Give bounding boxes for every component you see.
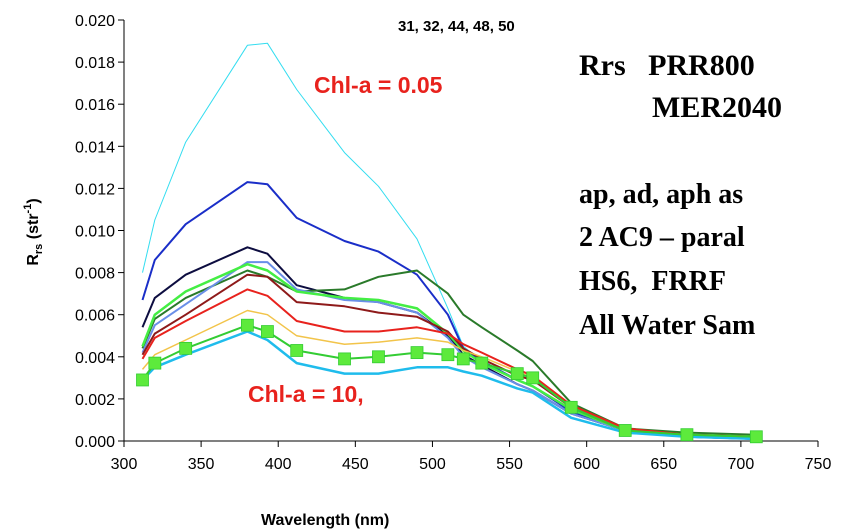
data-point-marker xyxy=(179,341,193,355)
side-text-line-6: All Water Sam xyxy=(579,310,755,341)
y-tick-label: 0.010 xyxy=(75,224,115,241)
y-tick-label: 0.006 xyxy=(75,308,115,325)
side-text-line-4: 2 AC9 – paral xyxy=(579,222,745,253)
data-point-marker xyxy=(456,352,470,366)
data-point-marker xyxy=(240,318,254,332)
data-point-marker xyxy=(372,350,385,364)
y-tick-label: 0.016 xyxy=(75,97,115,114)
data-point-marker xyxy=(261,325,274,338)
y-ticks: 0.000 0.002 0.004 0.006 0.008 0.010 0.012 0.014… xyxy=(75,13,124,451)
chl-a-low-label: Chl-a = 0.05 xyxy=(314,72,443,98)
side-text-line-5: HS6, FRRF xyxy=(579,266,726,297)
y-tick-label: 0.014 xyxy=(75,139,115,156)
data-point-marker xyxy=(475,356,489,370)
x-axis-title: Wavelength (nm) xyxy=(261,512,389,529)
data-point-marker xyxy=(441,348,455,362)
y-tick-label: 0.018 xyxy=(75,55,115,72)
series-line-10 xyxy=(141,330,757,441)
series-line-8 xyxy=(141,288,757,438)
y-tick-label: 0.020 xyxy=(75,13,115,30)
x-tick-label: 400 xyxy=(265,456,292,473)
x-tick-label: 750 xyxy=(805,456,832,473)
data-point-marker xyxy=(148,356,162,370)
data-point-marker xyxy=(290,344,304,357)
y-axis-title-sub: rs xyxy=(33,244,45,254)
y-tick-label: 0.004 xyxy=(75,350,115,367)
series-line-4 xyxy=(141,269,757,436)
data-point-marker xyxy=(618,424,632,437)
data-point-marker xyxy=(526,371,540,385)
y-tick-label: 0.008 xyxy=(75,266,115,283)
data-point-marker xyxy=(680,428,694,442)
data-point-marker xyxy=(136,373,149,387)
data-point-marker xyxy=(749,430,763,444)
series-line-11 xyxy=(141,324,757,438)
x-tick-label: 650 xyxy=(650,456,677,473)
x-tick-label: 300 xyxy=(111,456,138,473)
x-ticks: 300 350 400 450 500 550 600 650 700 750 xyxy=(111,441,832,473)
data-point-marker xyxy=(410,346,424,359)
side-text-line-1: Rrs PRR800 xyxy=(579,49,755,82)
y-axis-title-sup: -1 xyxy=(22,204,34,214)
series-layer xyxy=(136,42,763,444)
x-tick-label: 450 xyxy=(342,456,369,473)
x-tick-label: 350 xyxy=(188,456,215,473)
chl-a-high-label: Chl-a = 10, xyxy=(248,381,364,407)
side-text-line-2: MER2040 xyxy=(652,91,782,124)
x-tick-label: 500 xyxy=(419,456,446,473)
y-axis-title: Rrs (str-1) xyxy=(22,198,45,265)
y-tick-label: 0.012 xyxy=(75,181,115,198)
y-tick-label: 0.002 xyxy=(75,392,115,409)
data-point-marker xyxy=(510,367,524,381)
x-tick-label: 700 xyxy=(728,456,755,473)
x-tick-label: 550 xyxy=(496,456,523,473)
data-point-marker xyxy=(564,400,578,414)
series-line-6 xyxy=(141,262,757,439)
y-tick-label: 0.000 xyxy=(75,434,115,451)
top-note: 31, 32, 44, 48, 50 xyxy=(398,18,515,35)
side-text-line-3: ap, ad, aph as xyxy=(579,179,743,210)
x-tick-label: 600 xyxy=(573,456,600,473)
data-point-marker xyxy=(338,352,351,366)
series-line-2 xyxy=(141,181,757,440)
